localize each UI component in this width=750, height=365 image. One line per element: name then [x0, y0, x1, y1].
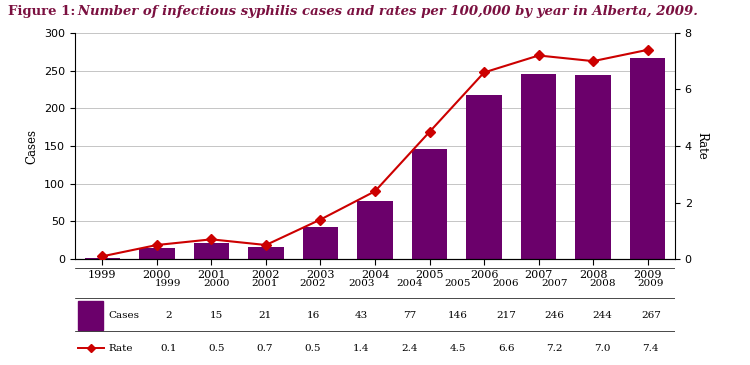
Text: 2007: 2007	[541, 279, 568, 288]
Text: 246: 246	[544, 311, 564, 320]
Text: 16: 16	[306, 311, 320, 320]
Text: 0.5: 0.5	[304, 343, 321, 353]
Bar	[248, 247, 284, 259]
Text: Rate: Rate	[108, 343, 133, 353]
Bar	[139, 248, 175, 259]
Text: Number of infectious syphilis cases and rates per 100,000 by year in Alberta, 20: Number of infectious syphilis cases and …	[64, 5, 698, 19]
Text: 217: 217	[496, 311, 516, 320]
Text: 2005: 2005	[445, 279, 471, 288]
Text: 0.1: 0.1	[160, 343, 176, 353]
Text: 1.4: 1.4	[353, 343, 370, 353]
Text: 2006: 2006	[493, 279, 519, 288]
Text: 77: 77	[403, 311, 416, 320]
Text: 2004: 2004	[396, 279, 423, 288]
Text: 21: 21	[258, 311, 272, 320]
Text: 2.4: 2.4	[401, 343, 418, 353]
Text: Figure 1:: Figure 1:	[8, 5, 75, 19]
Text: 244: 244	[592, 311, 613, 320]
Bar	[194, 243, 229, 259]
Bar	[466, 96, 502, 259]
Text: 2: 2	[165, 311, 172, 320]
Bar	[303, 227, 338, 259]
Bar	[412, 149, 447, 259]
Bar	[630, 58, 665, 259]
Bar	[85, 258, 120, 259]
Bar	[575, 75, 611, 259]
Text: 2002: 2002	[300, 279, 326, 288]
Y-axis label: Cases: Cases	[26, 128, 38, 164]
Text: 2009: 2009	[638, 279, 664, 288]
Text: 43: 43	[355, 311, 368, 320]
Text: 7.4: 7.4	[643, 343, 659, 353]
Bar	[521, 74, 556, 259]
Text: 15: 15	[210, 311, 223, 320]
Text: 2000: 2000	[203, 279, 229, 288]
Y-axis label: Rate: Rate	[695, 132, 709, 160]
Text: 7.0: 7.0	[594, 343, 610, 353]
Text: 2003: 2003	[348, 279, 374, 288]
Text: 267: 267	[641, 311, 661, 320]
Text: 0.7: 0.7	[256, 343, 273, 353]
Text: 146: 146	[448, 311, 468, 320]
Text: 6.6: 6.6	[498, 343, 514, 353]
Text: Cases: Cases	[108, 311, 139, 320]
Text: 7.2: 7.2	[546, 343, 562, 353]
Text: 2001: 2001	[251, 279, 278, 288]
Text: 1999: 1999	[155, 279, 182, 288]
Text: 0.5: 0.5	[209, 343, 225, 353]
Text: 4.5: 4.5	[449, 343, 466, 353]
Bar	[357, 201, 393, 259]
Text: 2008: 2008	[590, 279, 616, 288]
Bar	[78, 301, 104, 330]
